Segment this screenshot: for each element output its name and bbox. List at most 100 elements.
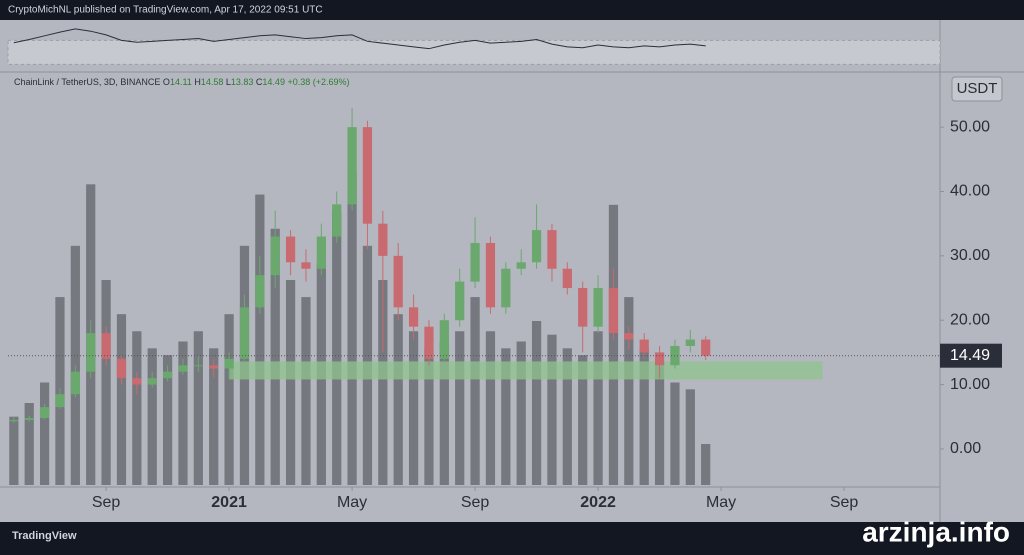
candle-body bbox=[501, 268, 511, 308]
volume-bar bbox=[455, 331, 465, 485]
candle-body bbox=[562, 268, 572, 289]
header: CryptoMichNL published on TradingView.co… bbox=[8, 5, 323, 16]
candle-body bbox=[485, 242, 496, 308]
support-zone bbox=[229, 361, 823, 380]
candle-body bbox=[654, 352, 665, 366]
volume-bar bbox=[378, 280, 388, 485]
y-tick-label: 20.00 bbox=[950, 311, 990, 328]
volume-bar bbox=[270, 228, 280, 485]
volume-bar bbox=[393, 314, 403, 485]
volume-bar bbox=[347, 170, 357, 485]
y-tick-label: 30.00 bbox=[950, 247, 990, 264]
candle-body bbox=[608, 288, 619, 334]
candle-body bbox=[516, 262, 526, 269]
watermark: arzinja.info bbox=[862, 516, 1010, 547]
volume-bar bbox=[301, 297, 311, 485]
y-tick-label: 10.00 bbox=[950, 376, 990, 393]
candle-body bbox=[378, 223, 388, 256]
volume-bar bbox=[639, 348, 649, 485]
symbol: ChainLink / TetherUS, 3D, BINANCE O14.11… bbox=[14, 77, 350, 87]
candle-body bbox=[701, 339, 711, 356]
volume-bar bbox=[578, 355, 588, 485]
candle-body bbox=[624, 333, 634, 340]
x-tick-label: Sep bbox=[92, 494, 121, 511]
candle-body bbox=[393, 255, 403, 308]
volume-bar bbox=[116, 314, 127, 485]
volume-bar bbox=[162, 355, 173, 485]
y-tick-label: 50.00 bbox=[950, 118, 990, 135]
candle-body bbox=[531, 230, 542, 263]
volume-bar bbox=[24, 403, 34, 485]
x-tick-label: May bbox=[337, 494, 367, 511]
candle-body bbox=[209, 365, 219, 369]
candle-body bbox=[578, 288, 588, 327]
candle-body bbox=[332, 204, 342, 237]
volume-bar bbox=[685, 389, 695, 485]
candle-body bbox=[347, 127, 357, 205]
x-tick-label: Sep bbox=[830, 494, 859, 511]
volume-bar bbox=[255, 194, 265, 486]
volume-bar bbox=[562, 348, 572, 485]
candle-body bbox=[270, 236, 280, 276]
x-tick-label: Sep bbox=[461, 494, 490, 511]
volume-bar bbox=[516, 341, 526, 485]
candle-body bbox=[132, 378, 142, 385]
volume-bar bbox=[9, 416, 19, 485]
candle-body bbox=[408, 307, 419, 327]
volume-bar bbox=[624, 297, 634, 485]
x-tick-label: 2021 bbox=[211, 494, 247, 511]
candle-body bbox=[424, 326, 434, 359]
volume-bar bbox=[209, 348, 219, 485]
volume-bar bbox=[193, 331, 203, 485]
last-price-label: 14.49 bbox=[950, 347, 990, 364]
volume-bar bbox=[593, 331, 603, 485]
candle-body bbox=[362, 127, 373, 224]
candle-body bbox=[24, 418, 34, 420]
y-tick-label: 0.00 bbox=[950, 440, 981, 457]
logo: TradingView bbox=[12, 530, 77, 542]
candle-body bbox=[301, 262, 311, 269]
volume-bar bbox=[178, 341, 188, 485]
candle-body bbox=[70, 371, 80, 395]
volume-bar bbox=[332, 211, 342, 485]
candle-body bbox=[178, 365, 188, 372]
volume-bar bbox=[654, 365, 665, 485]
volume-bar bbox=[670, 382, 680, 485]
volume-bar bbox=[485, 331, 496, 485]
volume-bar bbox=[285, 280, 296, 485]
candle-body bbox=[147, 378, 157, 385]
candle-body bbox=[439, 320, 449, 359]
volume-bar bbox=[501, 348, 511, 485]
volume-bar bbox=[101, 280, 111, 485]
candle-body bbox=[547, 230, 557, 269]
candle-body bbox=[116, 358, 127, 379]
candle-body bbox=[285, 236, 296, 263]
candle-body bbox=[224, 358, 234, 369]
indicator-line bbox=[13, 28, 706, 50]
candle-body bbox=[255, 275, 265, 308]
candle-body bbox=[39, 407, 50, 419]
candle-body bbox=[239, 307, 250, 359]
candle-body bbox=[55, 394, 65, 408]
x-tick-label: 2022 bbox=[580, 494, 616, 511]
volume-bar bbox=[424, 348, 434, 485]
candle-body bbox=[593, 288, 603, 327]
currency-box[interactable] bbox=[951, 76, 1003, 102]
candle-body bbox=[9, 419, 19, 422]
candle-body bbox=[470, 242, 480, 282]
volume-bar bbox=[439, 341, 449, 485]
candle-body bbox=[455, 281, 465, 321]
candle-body bbox=[316, 236, 326, 269]
indicator-band bbox=[7, 39, 941, 65]
volume-bar bbox=[547, 334, 557, 485]
currency: USDT bbox=[957, 80, 998, 97]
volume-bar bbox=[408, 331, 419, 485]
volume-bar bbox=[531, 321, 542, 485]
candle-body bbox=[639, 339, 649, 353]
candle-body bbox=[86, 333, 96, 372]
y-tick-label: 40.00 bbox=[950, 183, 990, 200]
volume-bar bbox=[224, 314, 234, 485]
candle-body bbox=[162, 371, 173, 379]
volume-bar bbox=[39, 382, 50, 485]
